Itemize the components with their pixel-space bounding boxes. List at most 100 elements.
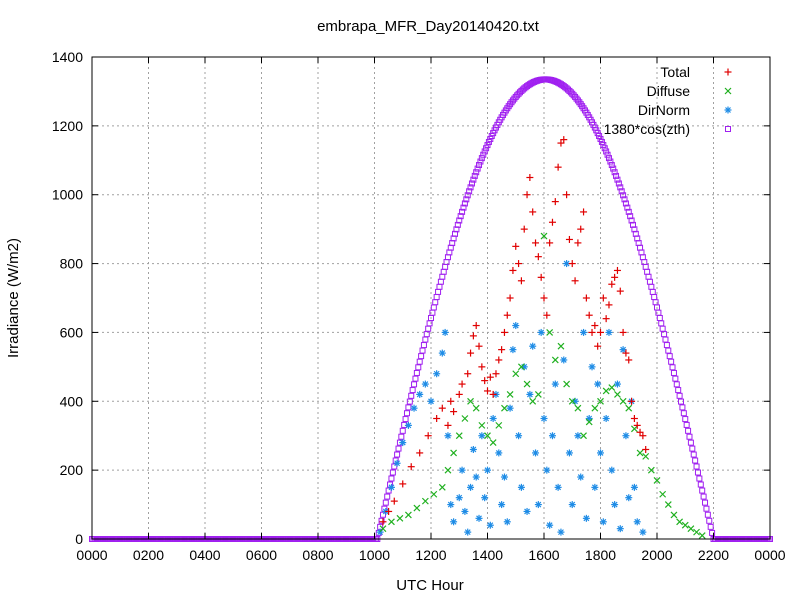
diffuse-point [630, 425, 638, 433]
cos-point [707, 523, 714, 530]
cos-point [481, 148, 488, 155]
total-point [469, 332, 477, 340]
cos-point [659, 325, 666, 332]
diffuse-point [467, 397, 474, 405]
legend-dirnorm-label: DirNorm [638, 102, 690, 118]
diffuse-point [625, 404, 633, 412]
total-point [532, 239, 540, 247]
total-point [458, 380, 466, 388]
dirnorm-point [568, 501, 576, 509]
diffuse-point [540, 232, 548, 240]
total-point [484, 387, 491, 395]
cos-point [678, 398, 685, 405]
total-point [594, 342, 602, 350]
cos-point [676, 392, 683, 399]
total-point [407, 463, 415, 471]
dirnorm-point [427, 397, 435, 405]
cos-point [663, 342, 670, 349]
total-point [548, 218, 556, 226]
dirnorm-point [486, 521, 494, 529]
legend-total-label: Total [660, 64, 690, 80]
cos-point [611, 169, 618, 176]
total-point [551, 198, 559, 206]
dirnorm-point [526, 390, 534, 398]
diffuse-point [523, 380, 531, 388]
y-axis-label: Irradiance (W/m2) [5, 238, 22, 358]
cos-point [692, 457, 699, 464]
x-tick-label: 2200 [698, 547, 729, 563]
total-point [416, 449, 424, 457]
total-point [486, 373, 494, 381]
diffuse-point [495, 421, 503, 429]
legend-diffuse-marker [724, 87, 732, 95]
cos-point [399, 427, 406, 434]
cos-point [433, 294, 440, 301]
dirnorm-point [489, 415, 497, 422]
y-tick-label: 400 [60, 393, 84, 409]
cos-point [440, 268, 447, 275]
cos-point [693, 463, 700, 470]
total-point [605, 301, 613, 309]
diffuse-point [557, 342, 565, 350]
cos-point [687, 439, 694, 446]
x-tick-label: 1200 [415, 547, 446, 563]
total-point [563, 191, 571, 199]
dirnorm-point [387, 483, 395, 491]
dirnorm-point [472, 473, 480, 481]
diffuse-point [670, 511, 678, 519]
y-tick-label: 1200 [52, 118, 83, 134]
cos-point [680, 410, 687, 417]
y-tick-label: 0 [75, 531, 83, 547]
dirnorm-point [630, 483, 638, 491]
dirnorm-point [450, 518, 458, 526]
dirnorm-point [580, 328, 588, 336]
cos-point [395, 445, 402, 452]
total-point [529, 208, 537, 216]
dirnorm-point [498, 501, 506, 509]
legend-cos-label: 1380*cos(zth) [604, 121, 690, 137]
cos-point [384, 493, 391, 500]
series-diffuse [379, 232, 706, 539]
cos-point [675, 387, 682, 394]
dirnorm-point [543, 466, 551, 474]
diffuse-point [597, 397, 604, 405]
diffuse-point [396, 514, 404, 522]
x-tick-label: 0400 [189, 547, 220, 563]
cos-point [389, 469, 396, 476]
dirnorm-point [506, 404, 514, 412]
cos-point [476, 162, 483, 169]
cos-point [645, 273, 652, 280]
dirnorm-point [469, 445, 477, 453]
dirnorm-point [585, 415, 593, 422]
total-point [385, 507, 393, 515]
dirnorm-point [444, 432, 452, 440]
cos-point [629, 221, 636, 228]
y-tick-label: 200 [60, 462, 84, 478]
cos-point [649, 288, 656, 295]
total-point [554, 163, 562, 171]
x-tick-label: 0200 [133, 547, 164, 563]
cos-point [460, 204, 467, 211]
cos-point [406, 398, 413, 405]
cos-point [622, 200, 629, 207]
total-point [472, 322, 480, 330]
total-point [506, 294, 514, 302]
dirnorm-point [602, 415, 610, 422]
x-tick-label: 0000 [754, 547, 785, 563]
diffuse-point [512, 370, 520, 378]
diffuse-point [388, 518, 395, 526]
cos-point [402, 416, 409, 423]
legend-total-marker [724, 68, 732, 76]
x-tick-label: 1400 [472, 547, 503, 563]
dirnorm-point [484, 466, 491, 474]
cos-point [470, 176, 477, 183]
diffuse-point [546, 329, 554, 336]
cos-point [703, 505, 710, 512]
total-point [630, 415, 638, 422]
cos-point [642, 263, 649, 270]
dirnorm-point [447, 501, 455, 509]
dirnorm-point [399, 439, 407, 447]
dirnorm-point [532, 449, 540, 457]
dirnorm-point [616, 525, 624, 533]
cos-point [600, 142, 607, 149]
